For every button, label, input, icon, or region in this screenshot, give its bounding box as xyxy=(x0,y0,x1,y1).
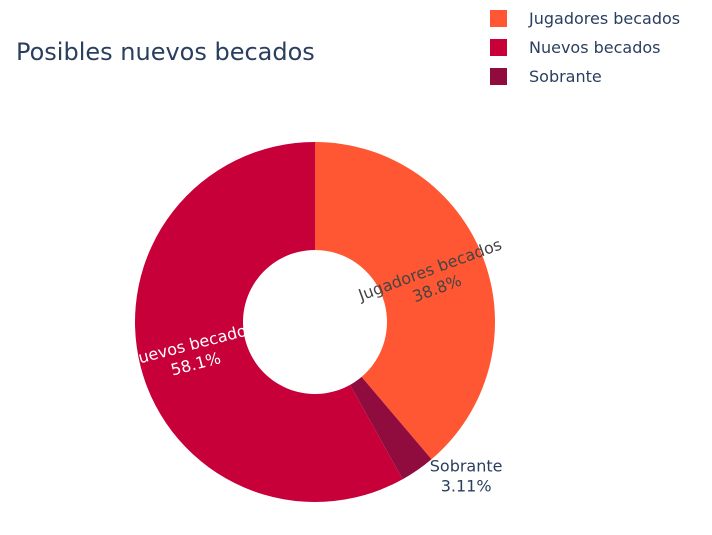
slice-jugadores-becados[interactable] xyxy=(315,142,495,460)
pie-slices xyxy=(135,142,495,502)
legend-swatch xyxy=(490,39,507,56)
legend-label: Nuevos becados xyxy=(529,38,661,57)
legend-swatch xyxy=(490,10,507,27)
slice-label-sobrante: Sobrante 3.11% xyxy=(430,456,503,495)
chart-title: Posibles nuevos becados xyxy=(16,38,315,66)
slice-sobrante[interactable] xyxy=(350,376,432,480)
legend[interactable]: Jugadores becados Nuevos becados Sobrante xyxy=(490,9,680,86)
legend-swatch xyxy=(490,68,507,85)
slice-percent: 3.11% xyxy=(441,476,492,495)
legend-item-jugadores-becados[interactable]: Jugadores becados xyxy=(490,9,680,28)
slice-nuevos-becados[interactable] xyxy=(135,142,403,502)
legend-label: Sobrante xyxy=(529,67,602,86)
legend-label: Jugadores becados xyxy=(528,9,680,28)
legend-item-nuevos-becados[interactable]: Nuevos becados xyxy=(490,38,661,57)
legend-item-sobrante[interactable]: Sobrante xyxy=(490,67,602,86)
slice-name: Sobrante xyxy=(430,456,503,475)
